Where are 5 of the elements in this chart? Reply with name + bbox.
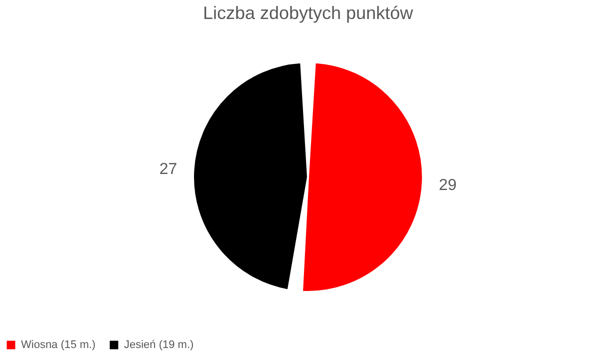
legend-label: Wiosna (15 m.) [21, 339, 96, 351]
legend-label: Jesień (19 m.) [124, 339, 194, 351]
chart-title: Liczba zdobytych punktów [202, 3, 414, 23]
data-label: 27 [159, 161, 178, 178]
data-label: 29 [438, 176, 457, 194]
